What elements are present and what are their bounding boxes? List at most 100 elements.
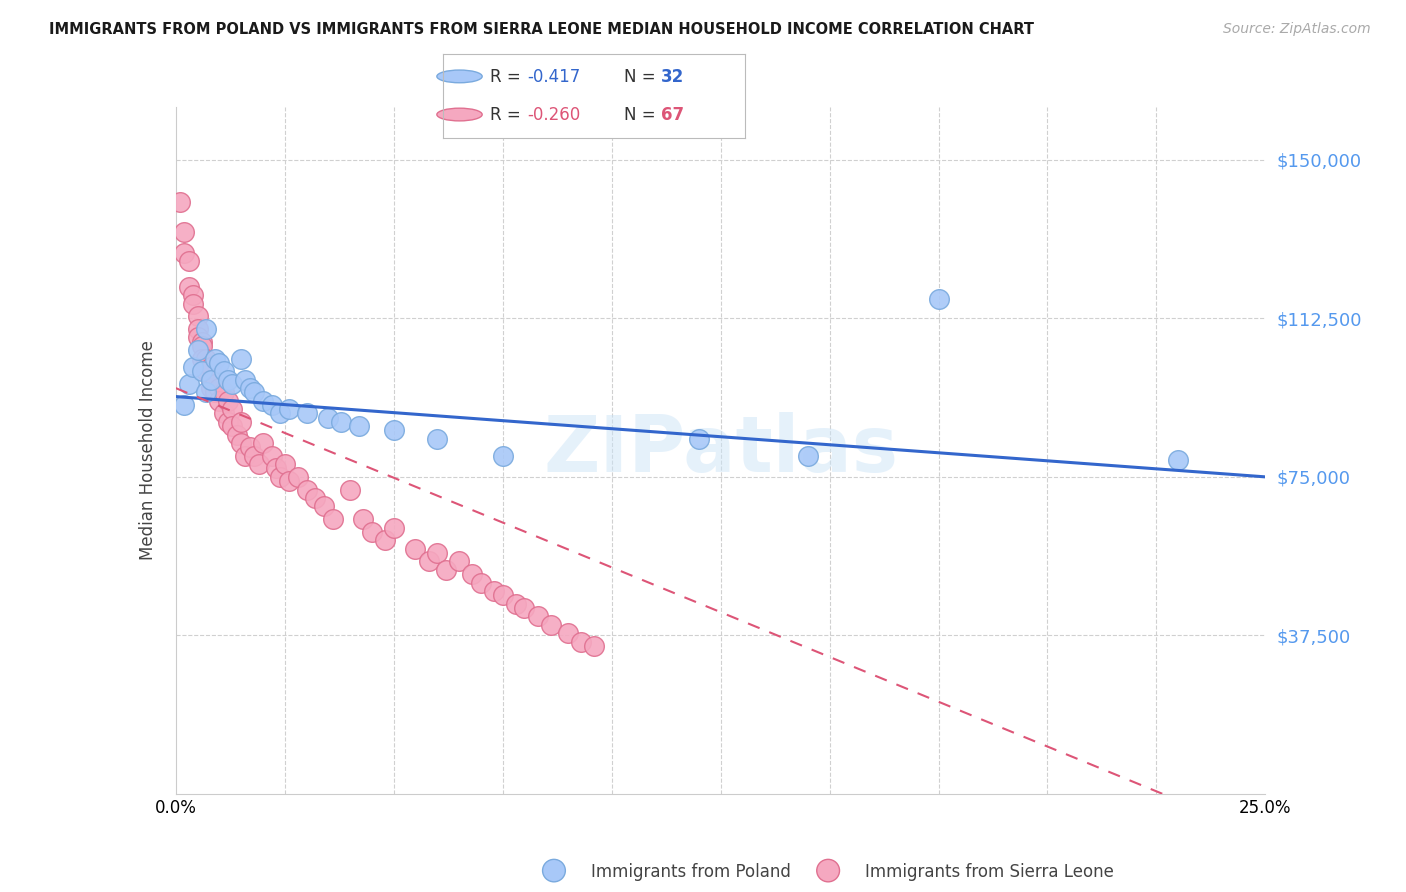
Point <box>928 293 950 307</box>
Point <box>208 356 231 370</box>
Point <box>360 524 382 539</box>
Point <box>352 512 374 526</box>
Point <box>447 554 470 568</box>
Point <box>569 634 592 648</box>
Point <box>318 410 340 425</box>
Point <box>212 364 235 378</box>
Point <box>217 373 239 387</box>
Point <box>177 279 200 293</box>
Point <box>231 351 253 366</box>
Point <box>186 343 209 357</box>
Point <box>269 470 291 484</box>
Text: Source: ZipAtlas.com: Source: ZipAtlas.com <box>1223 22 1371 37</box>
Point <box>260 398 283 412</box>
Point <box>330 415 353 429</box>
Point <box>426 432 449 446</box>
Point <box>434 563 457 577</box>
Point <box>239 381 262 395</box>
Point <box>482 584 505 599</box>
Point <box>540 617 562 632</box>
Point <box>347 419 370 434</box>
Point <box>186 330 209 344</box>
Point <box>382 520 405 534</box>
Text: 32: 32 <box>661 69 683 87</box>
Point <box>322 512 344 526</box>
Point <box>177 376 200 391</box>
Point <box>191 351 214 366</box>
Point <box>177 254 200 268</box>
Point <box>235 373 257 387</box>
Point <box>418 554 440 568</box>
Point <box>260 449 283 463</box>
Point <box>461 567 484 582</box>
Point <box>426 546 449 560</box>
Point <box>181 359 204 374</box>
Point <box>492 588 515 602</box>
Point <box>382 423 405 437</box>
Point <box>492 449 515 463</box>
Point <box>217 393 239 408</box>
Point <box>195 385 218 400</box>
Point <box>231 436 253 450</box>
Text: R =: R = <box>489 106 526 124</box>
Point <box>796 449 818 463</box>
Point <box>235 449 257 463</box>
Point <box>173 225 195 239</box>
Point <box>204 351 226 366</box>
Point <box>195 364 218 378</box>
Point <box>181 296 204 310</box>
Text: Immigrants from Poland: Immigrants from Poland <box>591 863 790 881</box>
Point <box>212 407 235 421</box>
Point <box>225 427 247 442</box>
Point <box>221 402 243 417</box>
Point <box>231 415 253 429</box>
Point <box>295 407 318 421</box>
Text: -0.260: -0.260 <box>527 106 581 124</box>
Point <box>583 639 606 653</box>
Point <box>688 432 710 446</box>
Circle shape <box>543 859 565 882</box>
Point <box>252 393 274 408</box>
Text: R =: R = <box>489 69 526 87</box>
Point <box>200 359 222 374</box>
Point <box>247 457 270 471</box>
Text: N =: N = <box>624 106 661 124</box>
Point <box>217 415 239 429</box>
Circle shape <box>817 859 839 882</box>
Text: Immigrants from Sierra Leone: Immigrants from Sierra Leone <box>865 863 1114 881</box>
Point <box>239 440 262 454</box>
Point <box>470 575 492 590</box>
Point <box>287 470 309 484</box>
Point <box>208 393 231 408</box>
Point <box>173 398 195 412</box>
Text: ZIPatlas: ZIPatlas <box>543 412 898 489</box>
Point <box>191 364 214 378</box>
Point <box>195 351 218 366</box>
Y-axis label: Median Household Income: Median Household Income <box>139 341 157 560</box>
Point <box>195 322 218 336</box>
Point <box>526 609 548 624</box>
Point <box>304 491 326 505</box>
Point <box>513 601 536 615</box>
Point <box>204 385 226 400</box>
Circle shape <box>437 70 482 83</box>
Point <box>405 541 427 556</box>
Point <box>221 419 243 434</box>
Point <box>173 245 195 260</box>
Point <box>243 449 266 463</box>
Text: N =: N = <box>624 69 661 87</box>
Point <box>200 373 222 387</box>
Point <box>200 373 222 387</box>
Point <box>278 474 301 488</box>
Point <box>208 381 231 395</box>
Point <box>252 436 274 450</box>
Point <box>557 626 579 640</box>
Point <box>264 461 287 475</box>
Point <box>212 385 235 400</box>
Point <box>1167 453 1189 467</box>
Point <box>339 483 361 497</box>
Point <box>274 457 297 471</box>
Point <box>295 483 318 497</box>
Point <box>278 402 301 417</box>
Point <box>269 407 291 421</box>
